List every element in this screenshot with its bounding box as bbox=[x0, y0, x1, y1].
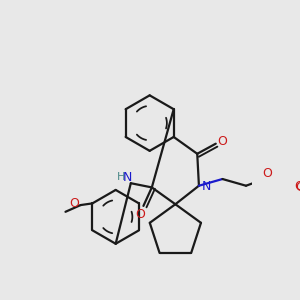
Text: O: O bbox=[69, 197, 79, 210]
Text: N: N bbox=[202, 180, 211, 193]
Text: O: O bbox=[295, 181, 300, 194]
Text: H: H bbox=[116, 172, 125, 182]
Text: O: O bbox=[262, 167, 272, 180]
Text: O: O bbox=[135, 208, 145, 221]
Text: O: O bbox=[294, 180, 300, 193]
Text: O: O bbox=[218, 135, 227, 148]
Text: N: N bbox=[123, 171, 132, 184]
